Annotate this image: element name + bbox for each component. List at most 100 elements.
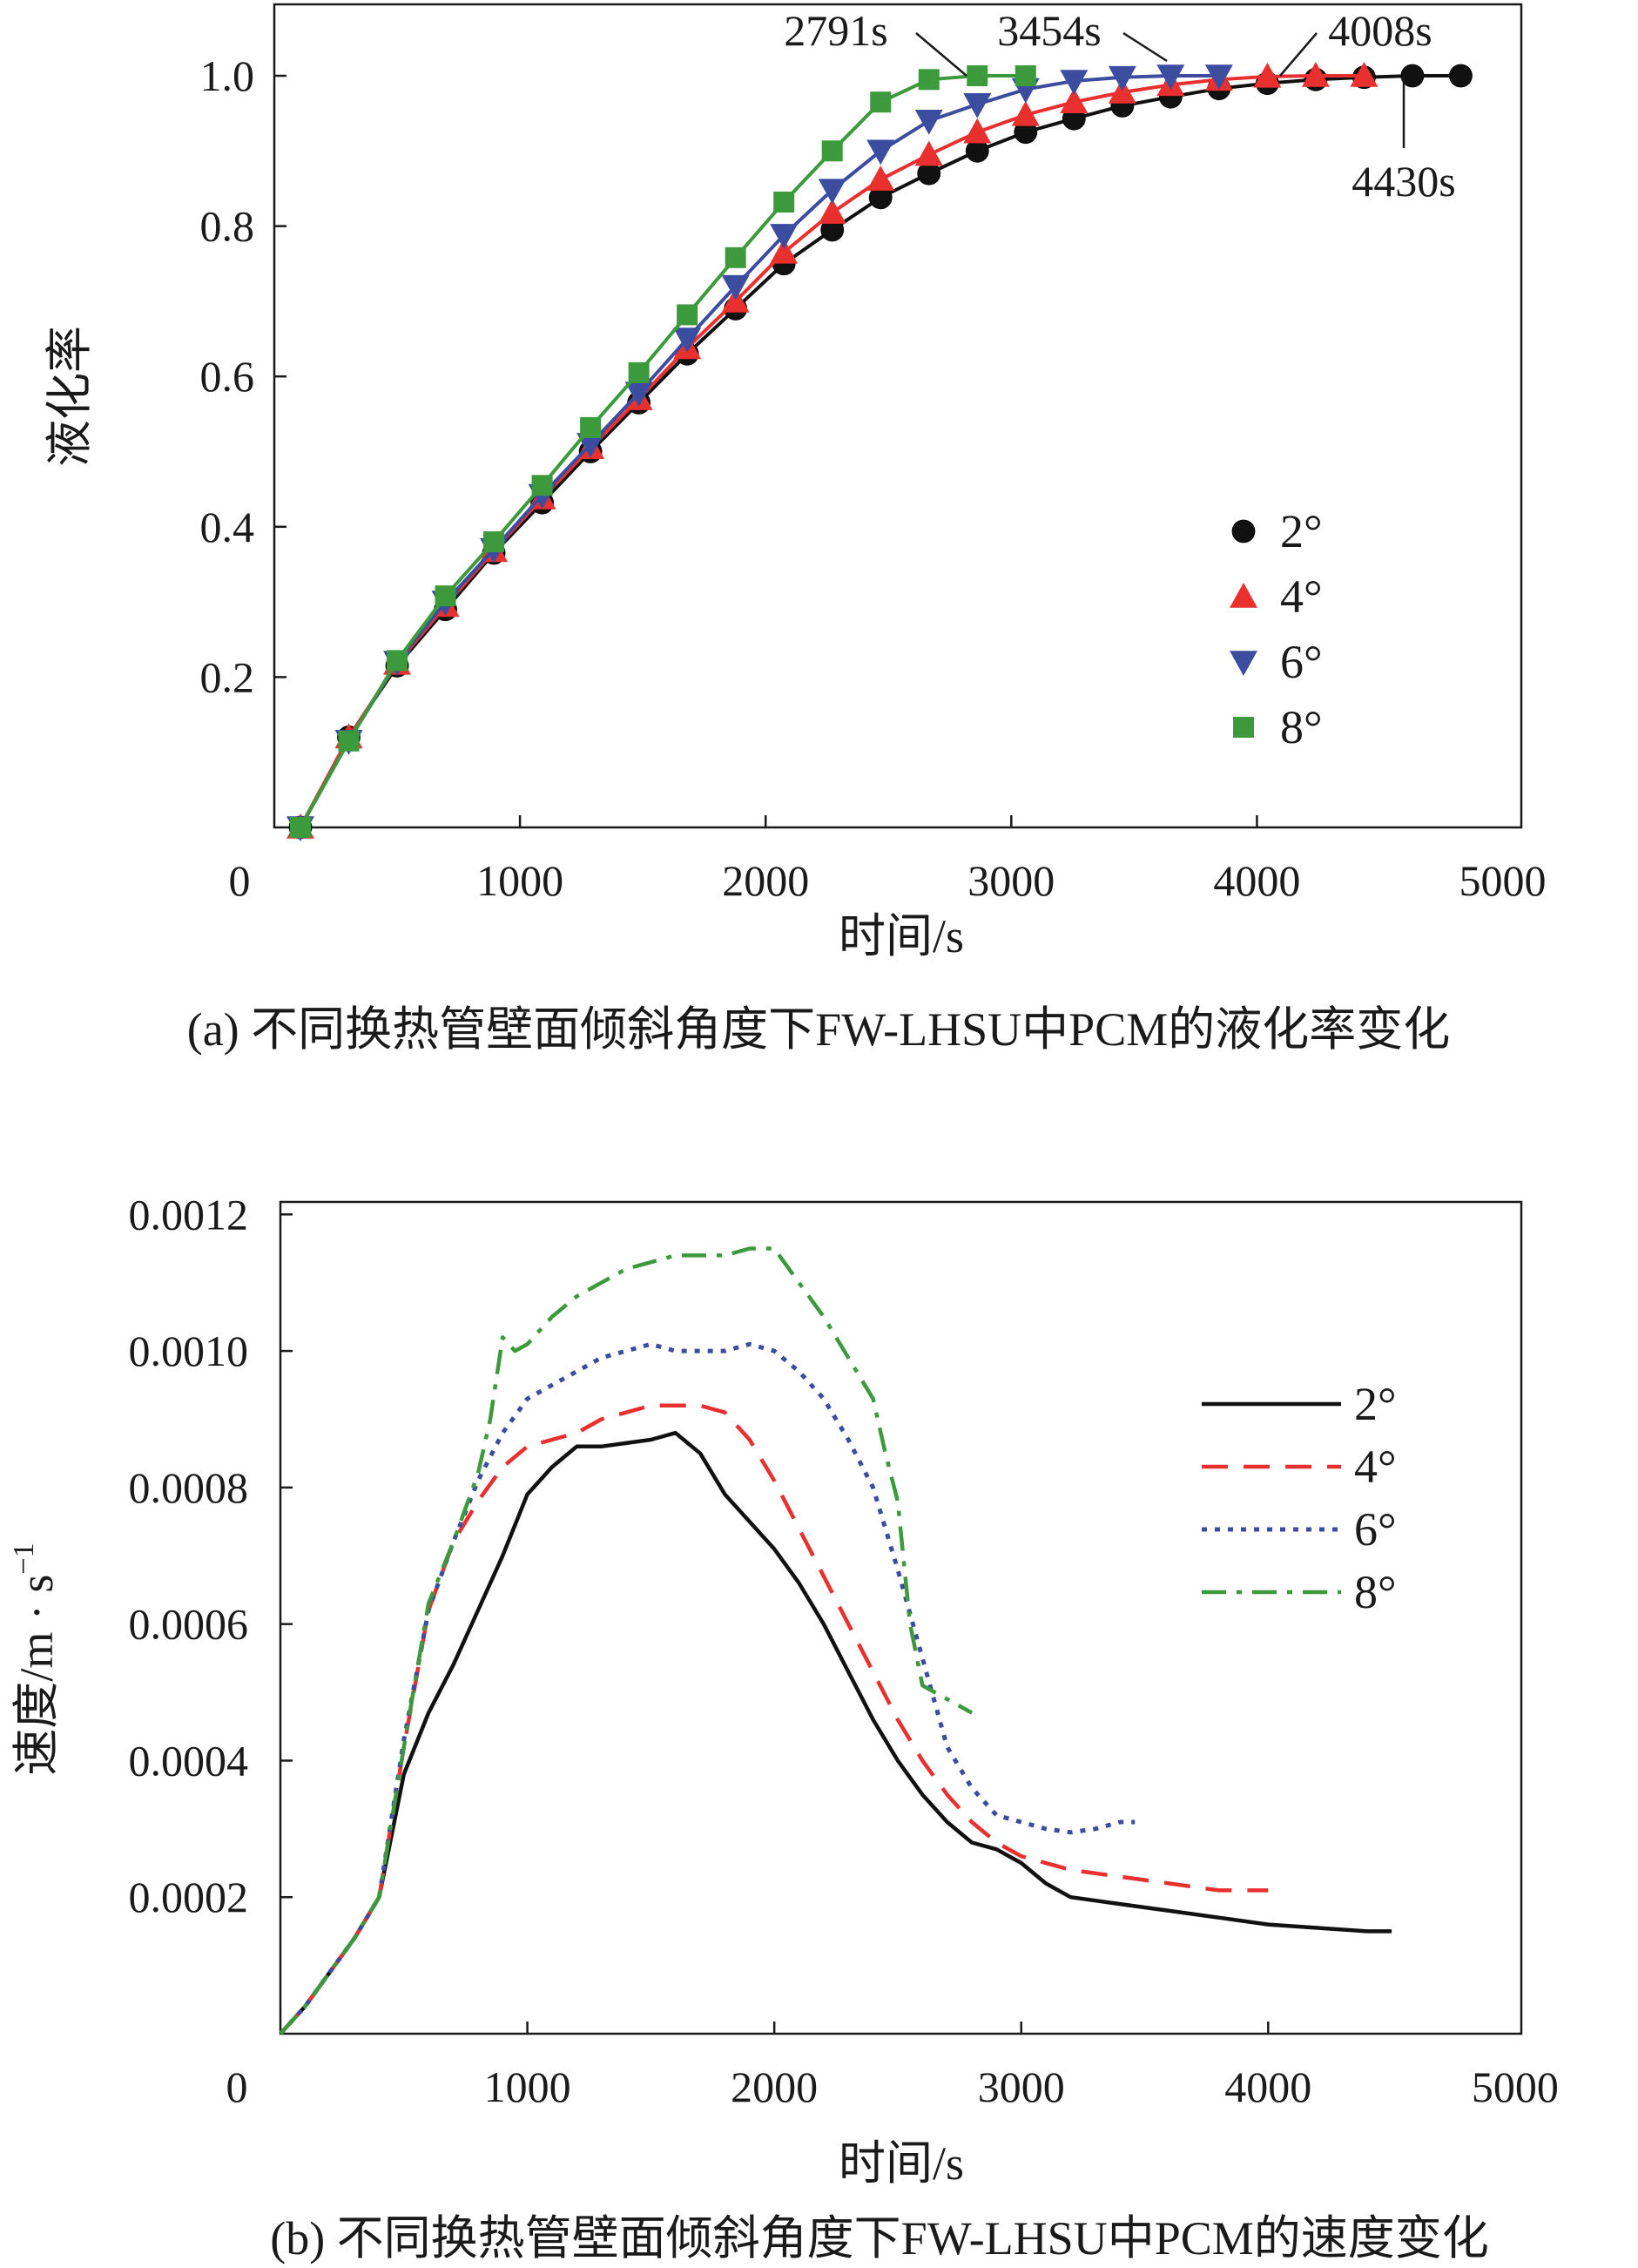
panel-b-series-line-6deg [279, 1341, 1136, 2035]
panel-a-data-point-6deg [673, 327, 702, 354]
panel-a-data-point-8deg [531, 475, 553, 496]
panel-b-plot-frame [279, 1200, 1523, 2035]
panel-a-data-point-6deg [576, 433, 605, 458]
panel-a-annotation-label: 2791s [784, 6, 887, 55]
panel-a-y-tick-label: 0.6 [200, 352, 255, 401]
panel-a-x-tick-label: 5000 [1459, 856, 1547, 905]
panel-a-data-point-8deg [580, 416, 602, 438]
panel-a-data-point-8deg [1014, 65, 1036, 86]
panel-a-data-point-4deg [963, 118, 992, 144]
panel-b-x-tick-label: 4000 [1224, 2062, 1311, 2111]
panel-a-data-point-2deg [1400, 64, 1425, 88]
panel-b-y-tick-label: 0.0002 [129, 1873, 249, 1921]
panel-a-series-line-8deg [299, 74, 1026, 828]
panel-a-annotation-leader [1279, 32, 1318, 77]
panel-a: 0 1000 2000 3000 4000 5000 0.2 0.4 0.6 0.8 1.0 27… [44, 3, 1547, 1056]
panel-a-annotation-leader [915, 32, 967, 77]
panel-a-legend-marker-2deg [1231, 519, 1256, 543]
panel-a-data-point-8deg [628, 361, 650, 383]
panel-a-data-point-4deg [866, 165, 895, 191]
panel-b-legend: 2° 4° 6° 8° [1202, 1378, 1397, 1618]
panel-a-data-point-8deg [338, 730, 360, 752]
panel-b-y-tick-label: 0.0010 [129, 1326, 249, 1375]
panel-b-y-tick-label: 0.0008 [129, 1463, 249, 1512]
panel-b-legend-label-8deg: 8° [1354, 1566, 1397, 1618]
panel-b-y-tick-label: 0.0012 [129, 1190, 249, 1239]
panel-b-legend-label-2deg: 2° [1354, 1378, 1397, 1430]
panel-b-legend-label-6deg: 6° [1354, 1503, 1397, 1556]
panel-a-y-tick-label: 1.0 [200, 51, 255, 100]
panel-a-data-point-4deg [1060, 88, 1089, 114]
panel-a-data-point-8deg [290, 817, 311, 838]
panel-a-x-tick-label: 1000 [476, 856, 563, 905]
panel-a-data-point-4deg [818, 199, 846, 224]
panel-b-y-axis-label: 速度/m · s−1 [8, 1542, 63, 1775]
panel-a-data-point-2deg [1449, 64, 1473, 88]
panel-b-y-tick-label: 0.0004 [129, 1736, 249, 1785]
panel-b-series-line-4deg [279, 1403, 1269, 2035]
panel-a-data-point-8deg [918, 69, 940, 91]
panel-b-x-tick-label: 2000 [731, 2062, 818, 2111]
panel-b-y-axis-label-main: 速度/m · s [10, 1575, 63, 1776]
panel-a-data-point-6deg [866, 139, 895, 165]
panel-a-annotation-label: 4430s [1352, 157, 1455, 206]
panel-a-legend: 2° 4° 6° 8° [1230, 505, 1323, 753]
panel-a-data-point-6deg [1204, 64, 1233, 90]
panel-b-series-line-2deg [279, 1430, 1392, 2035]
panel-a-series-6deg [286, 64, 1233, 841]
panel-a-data-point-4deg [1253, 62, 1282, 88]
panel-b-caption: (b) 不同换热管壁面倾斜角度下FW-LHSU中PCM的速度变化 [270, 2212, 1489, 2265]
panel-a-legend-marker-6deg [1230, 651, 1257, 676]
panel-a-y-tick-label: 0.2 [200, 652, 255, 701]
panel-a-data-point-4deg [770, 238, 799, 264]
panel-a-annotation-label: 3454s [997, 6, 1101, 55]
panel-a-data-point-4deg [1011, 100, 1040, 126]
panel-a-data-point-8deg [870, 91, 892, 113]
panel-a-data-point-6deg [818, 179, 846, 205]
panel-b: 0 1000 2000 3000 4000 5000 0.0002 0.0004 0.0006… [8, 1190, 1559, 2265]
panel-a-data-point-8deg [387, 650, 408, 672]
panel-b-y-axis-label-superscript: −1 [8, 1542, 40, 1574]
panel-b-x-tick-label: 5000 [1472, 2062, 1559, 2111]
panel-a-data-point-8deg [967, 65, 988, 86]
panel-a-data-point-6deg [1108, 65, 1136, 91]
panel-a-data-point-8deg [725, 246, 746, 268]
panel-a-data-point-6deg [721, 274, 750, 300]
panel-a-data-point-6deg [963, 92, 992, 118]
panel-a-x-tick-label: 0 [229, 856, 251, 905]
panel-a-data-point-6deg [1060, 70, 1089, 96]
panel-a-data-point-8deg [435, 585, 456, 607]
panel-a-data-point-6deg [770, 224, 799, 249]
panel-a-legend-label-4deg: 4° [1280, 570, 1323, 623]
panel-a-plot-frame [273, 3, 1523, 829]
panel-a-data-point-6deg [1156, 64, 1185, 90]
panel-a-data-point-6deg [914, 109, 943, 135]
panel-a-data-point-8deg [773, 191, 795, 213]
panel-b-x-tick-label: 0 [226, 2062, 248, 2111]
panel-a-y-tick-label: 0.4 [200, 503, 255, 551]
panel-b-x-tick-label: 1000 [484, 2062, 571, 2111]
panel-a-x-axis-label: 时间/s [839, 910, 964, 962]
panel-a-data-point-8deg [821, 140, 843, 162]
panel-a-legend-label-2deg: 2° [1280, 505, 1323, 557]
panel-b-series-line-8deg [279, 1246, 974, 2035]
panel-a-x-tick-label: 4000 [1213, 856, 1300, 905]
panel-a-caption: (a) 不同换热管壁面倾斜角度下FW-LHSU中PCM的液化率变化 [187, 1003, 1451, 1056]
panel-a-y-tick-label: 0.8 [200, 202, 255, 251]
panel-a-y-axis-label: 液化率 [44, 326, 96, 467]
panel-a-data-point-4deg [914, 140, 943, 166]
panel-a-legend-label-8deg: 8° [1280, 701, 1323, 753]
panel-a-data-point-8deg [677, 304, 698, 326]
panel-a-legend-marker-4deg [1230, 583, 1257, 608]
panel-b-x-tick-label: 3000 [978, 2062, 1065, 2111]
panel-b-x-axis-label: 时间/s [839, 2137, 964, 2190]
panel-a-series-8deg [290, 65, 1036, 838]
panel-a-legend-label-6deg: 6° [1280, 636, 1323, 688]
panel-b-y-tick-label: 0.0006 [129, 1600, 249, 1649]
panel-a-data-point-8deg [483, 531, 505, 553]
panel-a-data-point-4deg [1301, 62, 1330, 87]
panel-a-annotation-leader [1122, 31, 1168, 63]
panel-a-legend-marker-8deg [1233, 717, 1254, 738]
panel-a-series-4deg [286, 62, 1378, 839]
